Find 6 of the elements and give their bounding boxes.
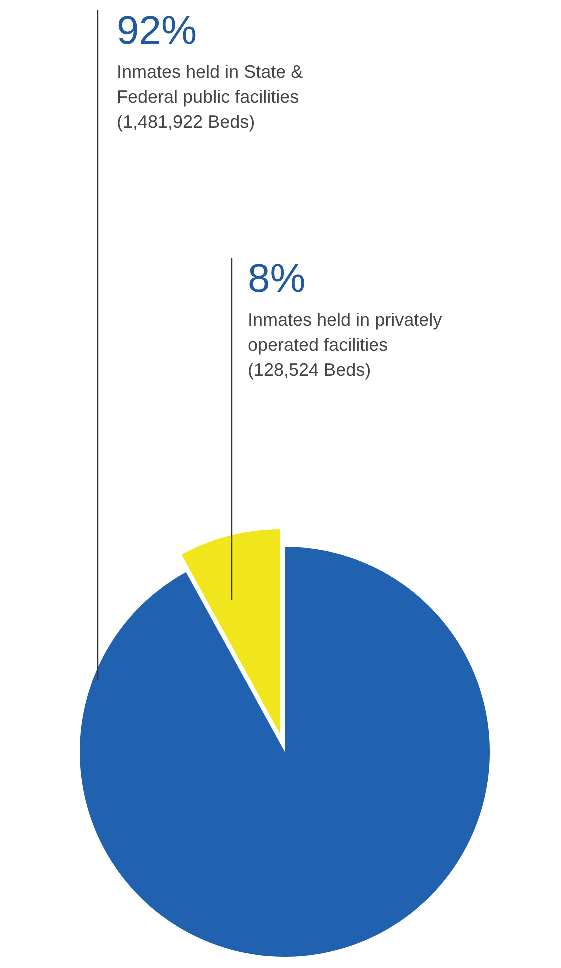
- slice-label: Inmates held in privately operated facilities: [248, 310, 442, 355]
- slice-label: Inmates held in State & Federal public facilities: [117, 62, 304, 107]
- data-label: 8%: [248, 257, 306, 301]
- data-label: 92%: [117, 9, 198, 53]
- text: (1,481,922 Beds): [117, 112, 256, 132]
- text: (128,524 Beds): [248, 360, 372, 380]
